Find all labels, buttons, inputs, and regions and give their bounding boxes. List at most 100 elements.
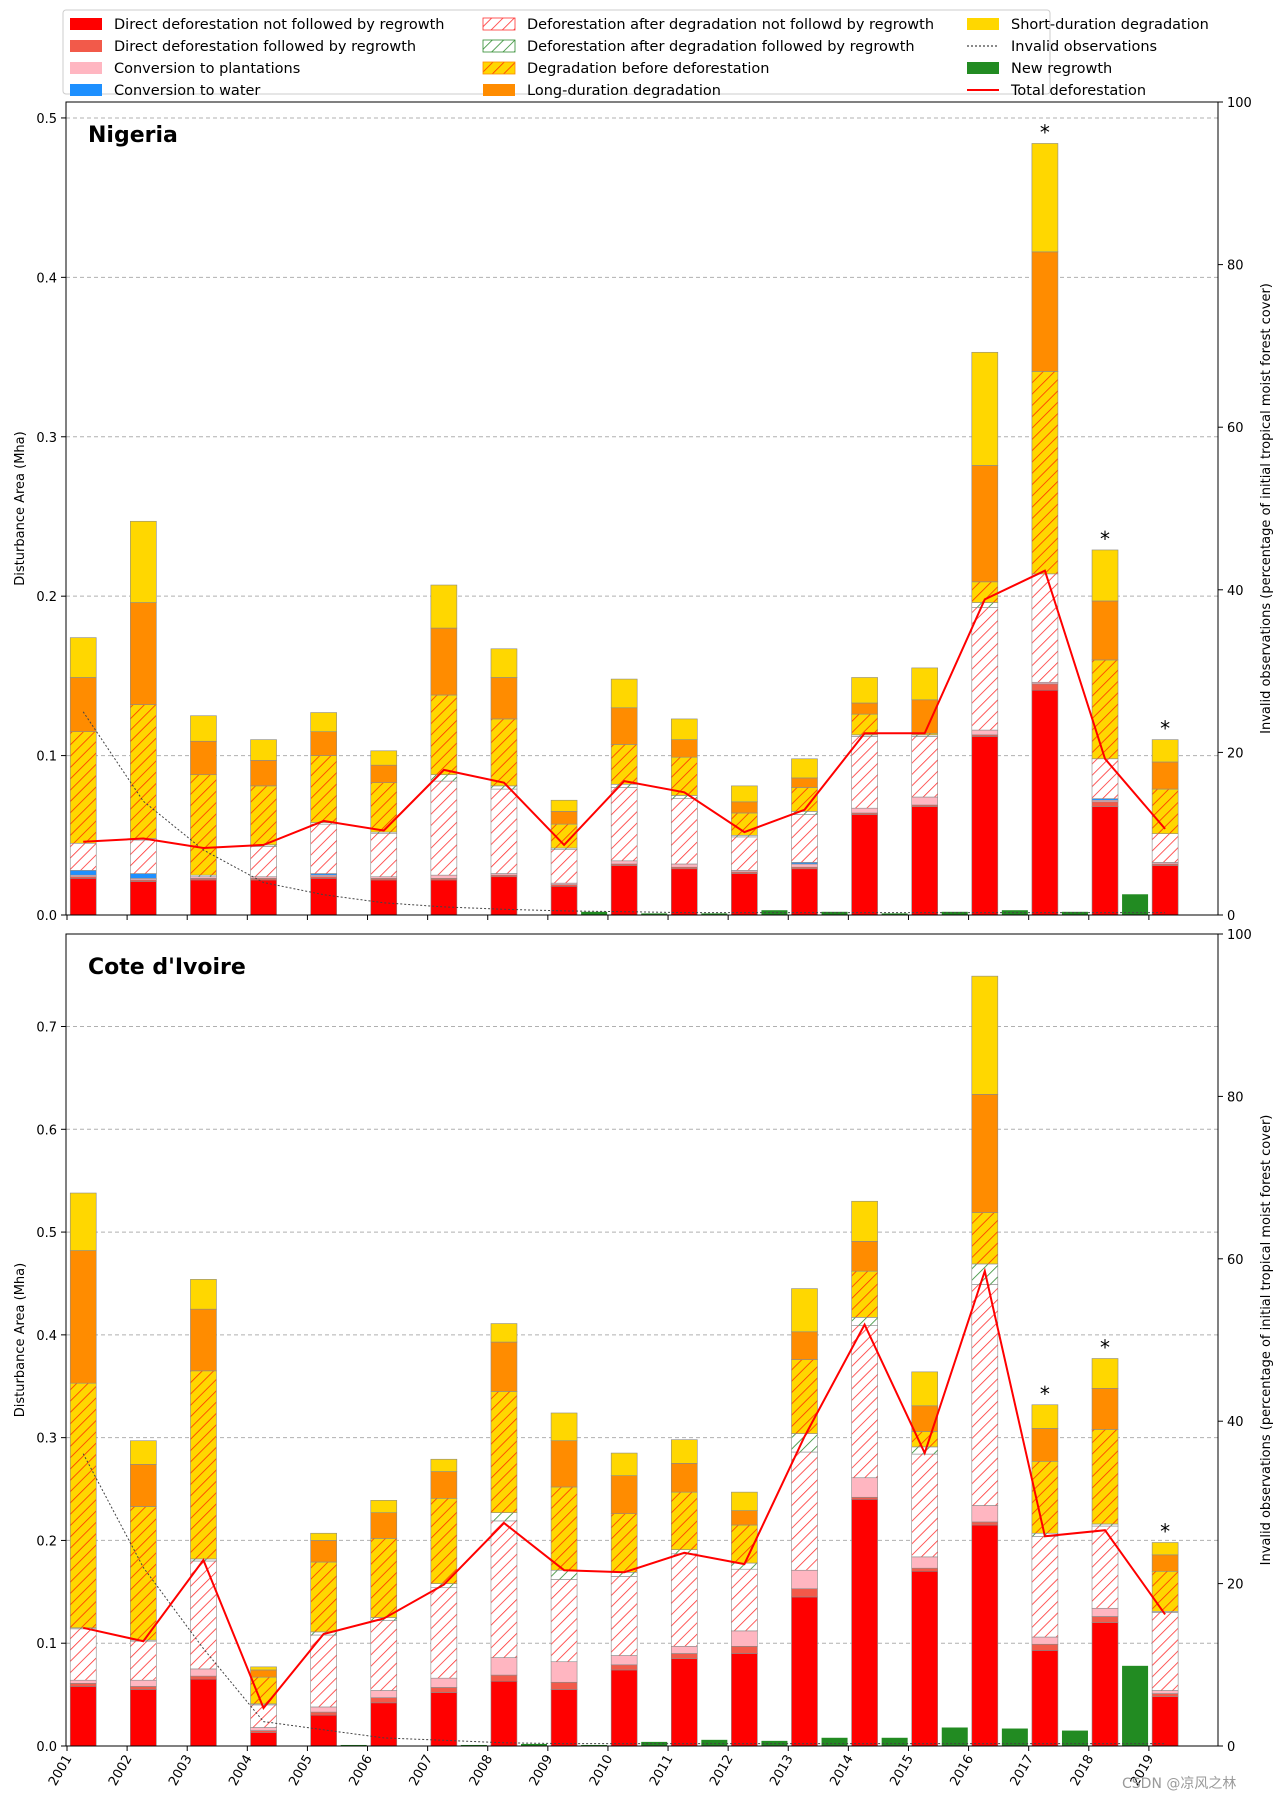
bar-stack-2017 <box>1031 1404 1059 1747</box>
y-axis-label: Disturbance Area (Mha) <box>13 1263 28 1417</box>
bar-segment-direct_no_regrowth <box>370 879 398 916</box>
bar-segment-long_duration <box>69 677 97 732</box>
y-tick-label: 0.5 <box>36 112 57 127</box>
bar-segment-short_duration <box>731 1491 758 1511</box>
bar-segment-short_duration <box>130 520 157 603</box>
bar-segment-direct_regrowth <box>1151 1693 1179 1697</box>
bar-stack-2010 <box>610 1452 638 1747</box>
y-tick-label: 0.0 <box>36 1740 57 1755</box>
legend-swatch <box>70 40 102 52</box>
x-tick-label: 2008 <box>467 1753 497 1789</box>
y-tick-label: 0.2 <box>36 590 57 605</box>
bar-segment-short_duration <box>490 648 518 678</box>
bar-segment-deg_before_def <box>370 782 398 833</box>
bar-segment-deg_def_regrowth <box>490 1512 518 1522</box>
y-tick-label: 0.2 <box>36 1534 57 1549</box>
bar-segment-short_duration <box>610 678 638 709</box>
bar-segment-short_duration <box>69 637 97 678</box>
bar-segment-short_duration <box>550 799 578 812</box>
bar-stack-2004 <box>250 739 277 916</box>
bar-stack-2009 <box>550 1412 578 1747</box>
legend-label: Conversion to water <box>114 83 260 99</box>
y-tick-label: 0.1 <box>36 750 57 765</box>
bar-segment-deg_before_def <box>610 744 638 785</box>
bar-segment-deg_def_no_regrowth <box>69 842 97 871</box>
bar-segment-direct_regrowth <box>430 1687 458 1693</box>
bar-segment-plantations <box>1091 1607 1119 1617</box>
bar-segment-short_duration <box>250 1666 277 1671</box>
invalid-observations-line <box>82 711 1166 914</box>
bar-segment-deg_def_regrowth <box>971 602 999 608</box>
bar-segment-plantations <box>791 1569 818 1590</box>
bar-stack-2011 <box>670 1439 698 1747</box>
bar-segment-deg_before_def <box>250 1676 277 1705</box>
x-tick-label: 2011 <box>647 1753 677 1789</box>
bar-segment-direct_regrowth <box>370 1697 398 1704</box>
bar-stack-2005 <box>310 712 337 916</box>
bar-segment-direct_no_regrowth <box>670 868 698 916</box>
bar-segment-direct_no_regrowth <box>1151 865 1179 916</box>
bar-segment-long_duration <box>1151 1554 1179 1572</box>
bar-segment-deg_def_no_regrowth <box>1031 573 1059 683</box>
bar-segment-short_duration <box>971 975 999 1095</box>
bar-segment-deg_def_no_regrowth <box>1151 1612 1179 1691</box>
bar-segment-direct_no_regrowth <box>130 881 157 916</box>
bar-segment-long_duration <box>310 1540 337 1563</box>
bar-segment-plantations <box>610 1655 638 1666</box>
bar-segment-short_duration <box>1031 1404 1059 1429</box>
bar-segment-long_duration <box>610 707 638 745</box>
x-axis-year-labels: 2001 2002 2003 2004 2005 2006 2007 2008 2009 2010… <box>46 1753 1157 1789</box>
bar-segment-plantations <box>69 1679 97 1684</box>
bar-segment-plantations <box>971 1505 999 1523</box>
bar-segment-direct_no_regrowth <box>610 865 638 916</box>
y-tick-label: 0.7 <box>36 1021 57 1036</box>
bar-segment-plantations <box>851 1477 878 1498</box>
bar-stack-2014 <box>851 677 878 916</box>
bar-segment-plantations <box>851 807 878 814</box>
y-tick-label: 0.3 <box>36 1432 57 1447</box>
x-tick-label: 2005 <box>286 1753 316 1789</box>
bar-segment-direct_regrowth <box>791 1588 818 1598</box>
bar-segment-deg_def_no_regrowth <box>851 736 878 809</box>
legend-label: Total deforestation <box>1010 83 1146 99</box>
legend-swatch <box>70 84 102 96</box>
x-tick-label: 2018 <box>1068 1753 1098 1789</box>
bar-segment-deg_def_no_regrowth <box>911 736 939 798</box>
bar-segment-short_duration <box>69 1192 97 1251</box>
bar-segment-direct_no_regrowth <box>370 1702 398 1747</box>
bar-stack-2002 <box>130 520 157 916</box>
y2-tick-label: 20 <box>1227 1578 1244 1593</box>
bar-segment-direct_regrowth <box>610 1664 638 1671</box>
bar-segment-deg_def_regrowth <box>490 785 518 790</box>
bar-segment-direct_no_regrowth <box>1031 689 1059 916</box>
bar-segment-deg_before_def <box>670 1491 698 1550</box>
bar-segment-direct_no_regrowth <box>1091 806 1119 916</box>
bar-segment-direct_regrowth <box>1091 1616 1119 1623</box>
bar-segment-direct_regrowth <box>731 1645 758 1654</box>
bar-segment-deg_before_def <box>370 1538 398 1618</box>
bar-stack-2008 <box>490 648 518 916</box>
bar-segment-deg_before_def <box>69 731 97 844</box>
bar-segment-deg_def_no_regrowth <box>1091 1525 1119 1609</box>
bar-segment-deg_def_no_regrowth <box>731 836 758 871</box>
bar-segment-deg_before_def <box>1151 788 1179 834</box>
new-regrowth-bar <box>941 911 968 915</box>
y-tick-label: 0.3 <box>36 431 57 446</box>
bar-segment-long_duration <box>490 677 518 720</box>
bar-segment-direct_no_regrowth <box>1091 1622 1119 1747</box>
bar-segment-deg_before_def <box>490 1391 518 1513</box>
bar-segment-short_duration <box>911 1371 939 1407</box>
bar-segment-plantations <box>310 1706 337 1713</box>
bar-segment-direct_no_regrowth <box>250 879 277 916</box>
bar-segment-deg_before_def <box>851 1270 878 1318</box>
total-deforestation-line <box>82 1267 1166 1710</box>
bar-segment-short_duration <box>791 758 818 779</box>
bar-segment-deg_before_def <box>190 1370 217 1560</box>
y2-tick-label: 80 <box>1227 1090 1244 1105</box>
y2-tick-label: 40 <box>1227 1415 1244 1430</box>
bar-segment-direct_no_regrowth <box>971 736 999 916</box>
new-regrowth-bar <box>881 913 908 915</box>
bar-segment-direct_no_regrowth <box>670 1658 698 1747</box>
bar-segment-plantations <box>190 1668 217 1677</box>
